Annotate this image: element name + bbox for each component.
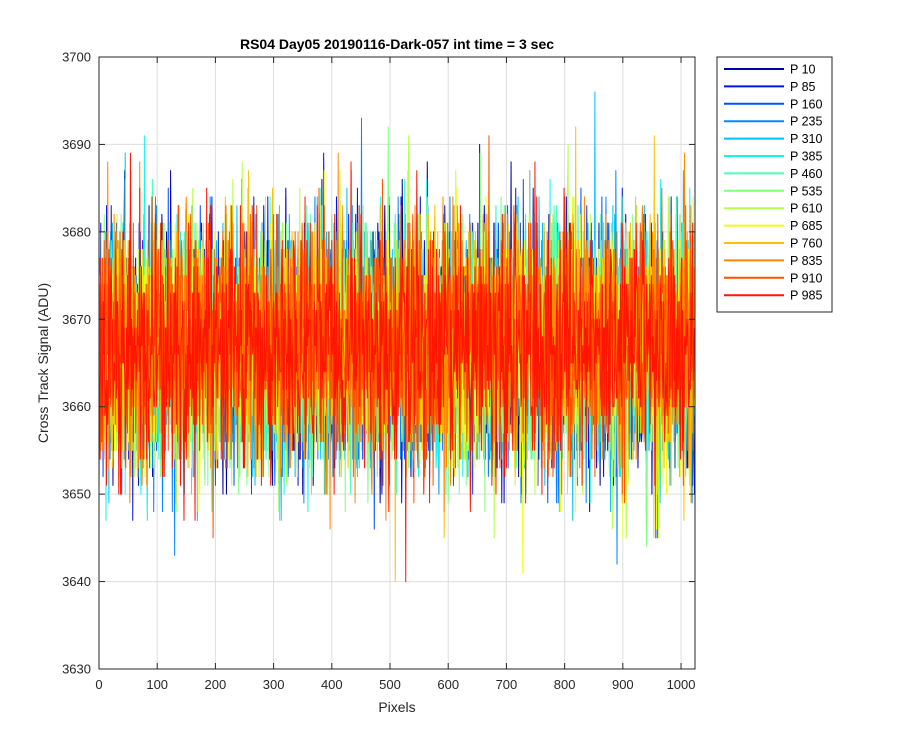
legend-label: P 835: [790, 254, 822, 268]
axis-tick-labels: 0 100 200 300 400 500 600 700 800 900 1000 3630 3640…: [62, 50, 695, 693]
legend-label: P 760: [790, 237, 822, 251]
y-tick-label: 3640: [62, 574, 91, 589]
y-tick-label: 3660: [62, 399, 91, 414]
legend: P 10 P 85 P 160 P 235 P 310 P 385 P 460 P 535 P …: [716, 56, 833, 313]
y-axis-label: Cross Track Signal (ADU): [35, 283, 51, 443]
x-tick-label: 800: [554, 677, 576, 692]
x-tick-label: 300: [263, 677, 285, 692]
legend-label: P 460: [790, 167, 822, 181]
plot-area-border: [98, 56, 696, 670]
y-tick-label: 3670: [62, 312, 91, 327]
legend-label: P 85: [790, 80, 816, 94]
x-axis-label: Pixels: [378, 699, 415, 715]
legend-items: P 10 P 85 P 160 P 235 P 310 P 385 P 460 P 535 P …: [724, 63, 822, 303]
chart-title: RS04 Day05 20190116-Dark-057 int time = …: [240, 36, 554, 52]
legend-label: P 610: [790, 202, 822, 216]
y-tick-label: 3680: [62, 224, 91, 239]
y-tick-label: 3700: [62, 50, 91, 65]
y-tick-label: 3690: [62, 137, 91, 152]
x-tick-label: 400: [321, 677, 343, 692]
legend-label: P 10: [790, 63, 816, 77]
x-tick-label: 1000: [667, 677, 696, 692]
legend-label: P 985: [790, 289, 822, 303]
x-tick-label: 100: [146, 677, 168, 692]
x-tick-label: 600: [437, 677, 459, 692]
legend-label: P 385: [790, 150, 822, 164]
legend-label: P 910: [790, 271, 822, 285]
axis-ticks: [98, 56, 695, 670]
series-group: [99, 91, 695, 583]
y-tick-label: 3650: [62, 487, 91, 502]
x-tick-label: 0: [95, 677, 102, 692]
x-tick-label: 200: [205, 677, 227, 692]
x-tick-label: 700: [496, 677, 518, 692]
y-tick-label: 3630: [62, 662, 91, 677]
legend-label: P 235: [790, 115, 822, 129]
legend-box: [716, 56, 833, 313]
legend-label: P 685: [790, 219, 822, 233]
x-tick-label: 500: [379, 677, 401, 692]
legend-label: P 535: [790, 184, 822, 198]
x-tick-label: 900: [612, 677, 634, 692]
legend-label: P 160: [790, 97, 822, 111]
legend-label: P 310: [790, 132, 822, 146]
series-line-p-985: [99, 152, 695, 583]
